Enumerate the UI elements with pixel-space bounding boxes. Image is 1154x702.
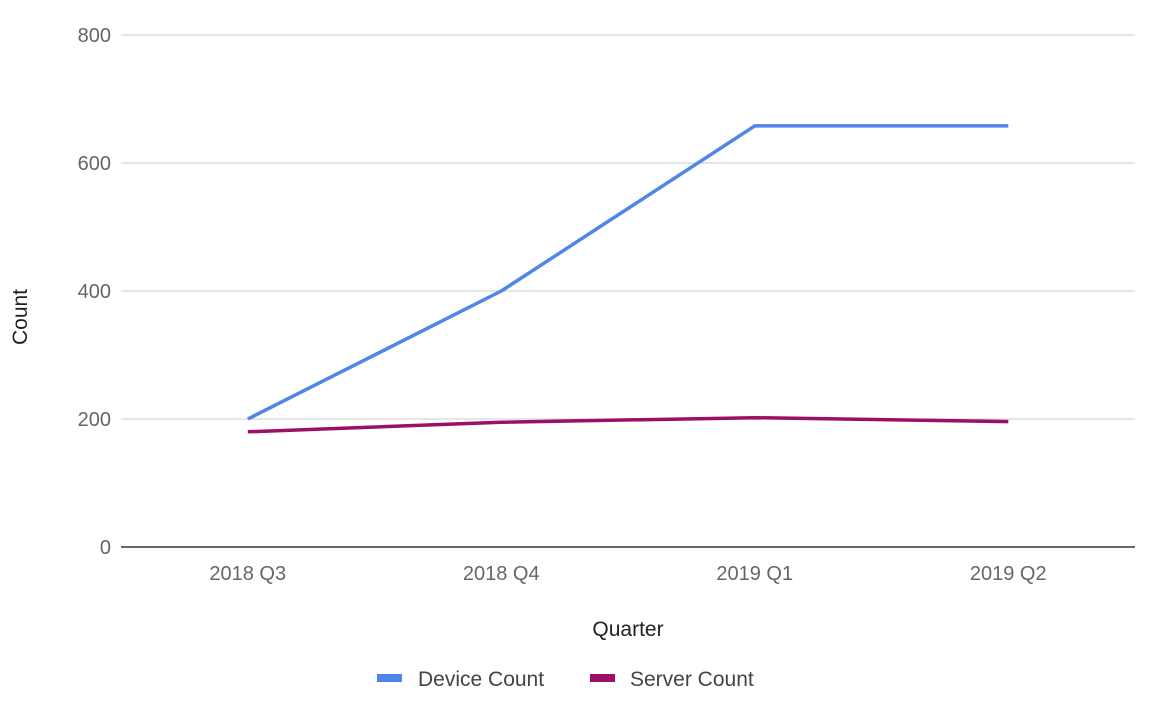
y-tick-label: 200 <box>78 409 111 431</box>
y-tick-labels: 0 200 400 600 800 <box>78 25 111 559</box>
series-line-server-count <box>247 415 1009 434</box>
legend-label-server-count: Server Count <box>630 668 754 691</box>
gridlines <box>121 34 1135 548</box>
x-tick-label: 2019 Q1 <box>716 563 793 585</box>
y-axis-title: Count <box>9 289 32 345</box>
x-tick-label: 2018 Q3 <box>209 563 286 585</box>
y-tick-label: 800 <box>78 25 111 47</box>
x-tick-label: 2019 Q2 <box>970 563 1047 585</box>
y-tick-label: 400 <box>78 281 111 303</box>
x-tick-label: 2018 Q4 <box>463 563 540 585</box>
y-tick-label: 600 <box>78 153 111 175</box>
legend-swatch-device-count <box>377 674 402 682</box>
y-tick-label: 0 <box>100 537 111 559</box>
series-lines <box>247 124 1009 434</box>
legend-swatch-server-count <box>590 674 615 682</box>
x-tick-labels: 2018 Q3 2018 Q4 2019 Q1 2019 Q2 <box>209 563 1046 585</box>
legend: Device Count Server Count <box>377 668 754 691</box>
x-axis-title: Quarter <box>592 618 663 641</box>
series-line-device-count <box>247 124 1009 421</box>
legend-label-device-count: Device Count <box>418 668 544 691</box>
